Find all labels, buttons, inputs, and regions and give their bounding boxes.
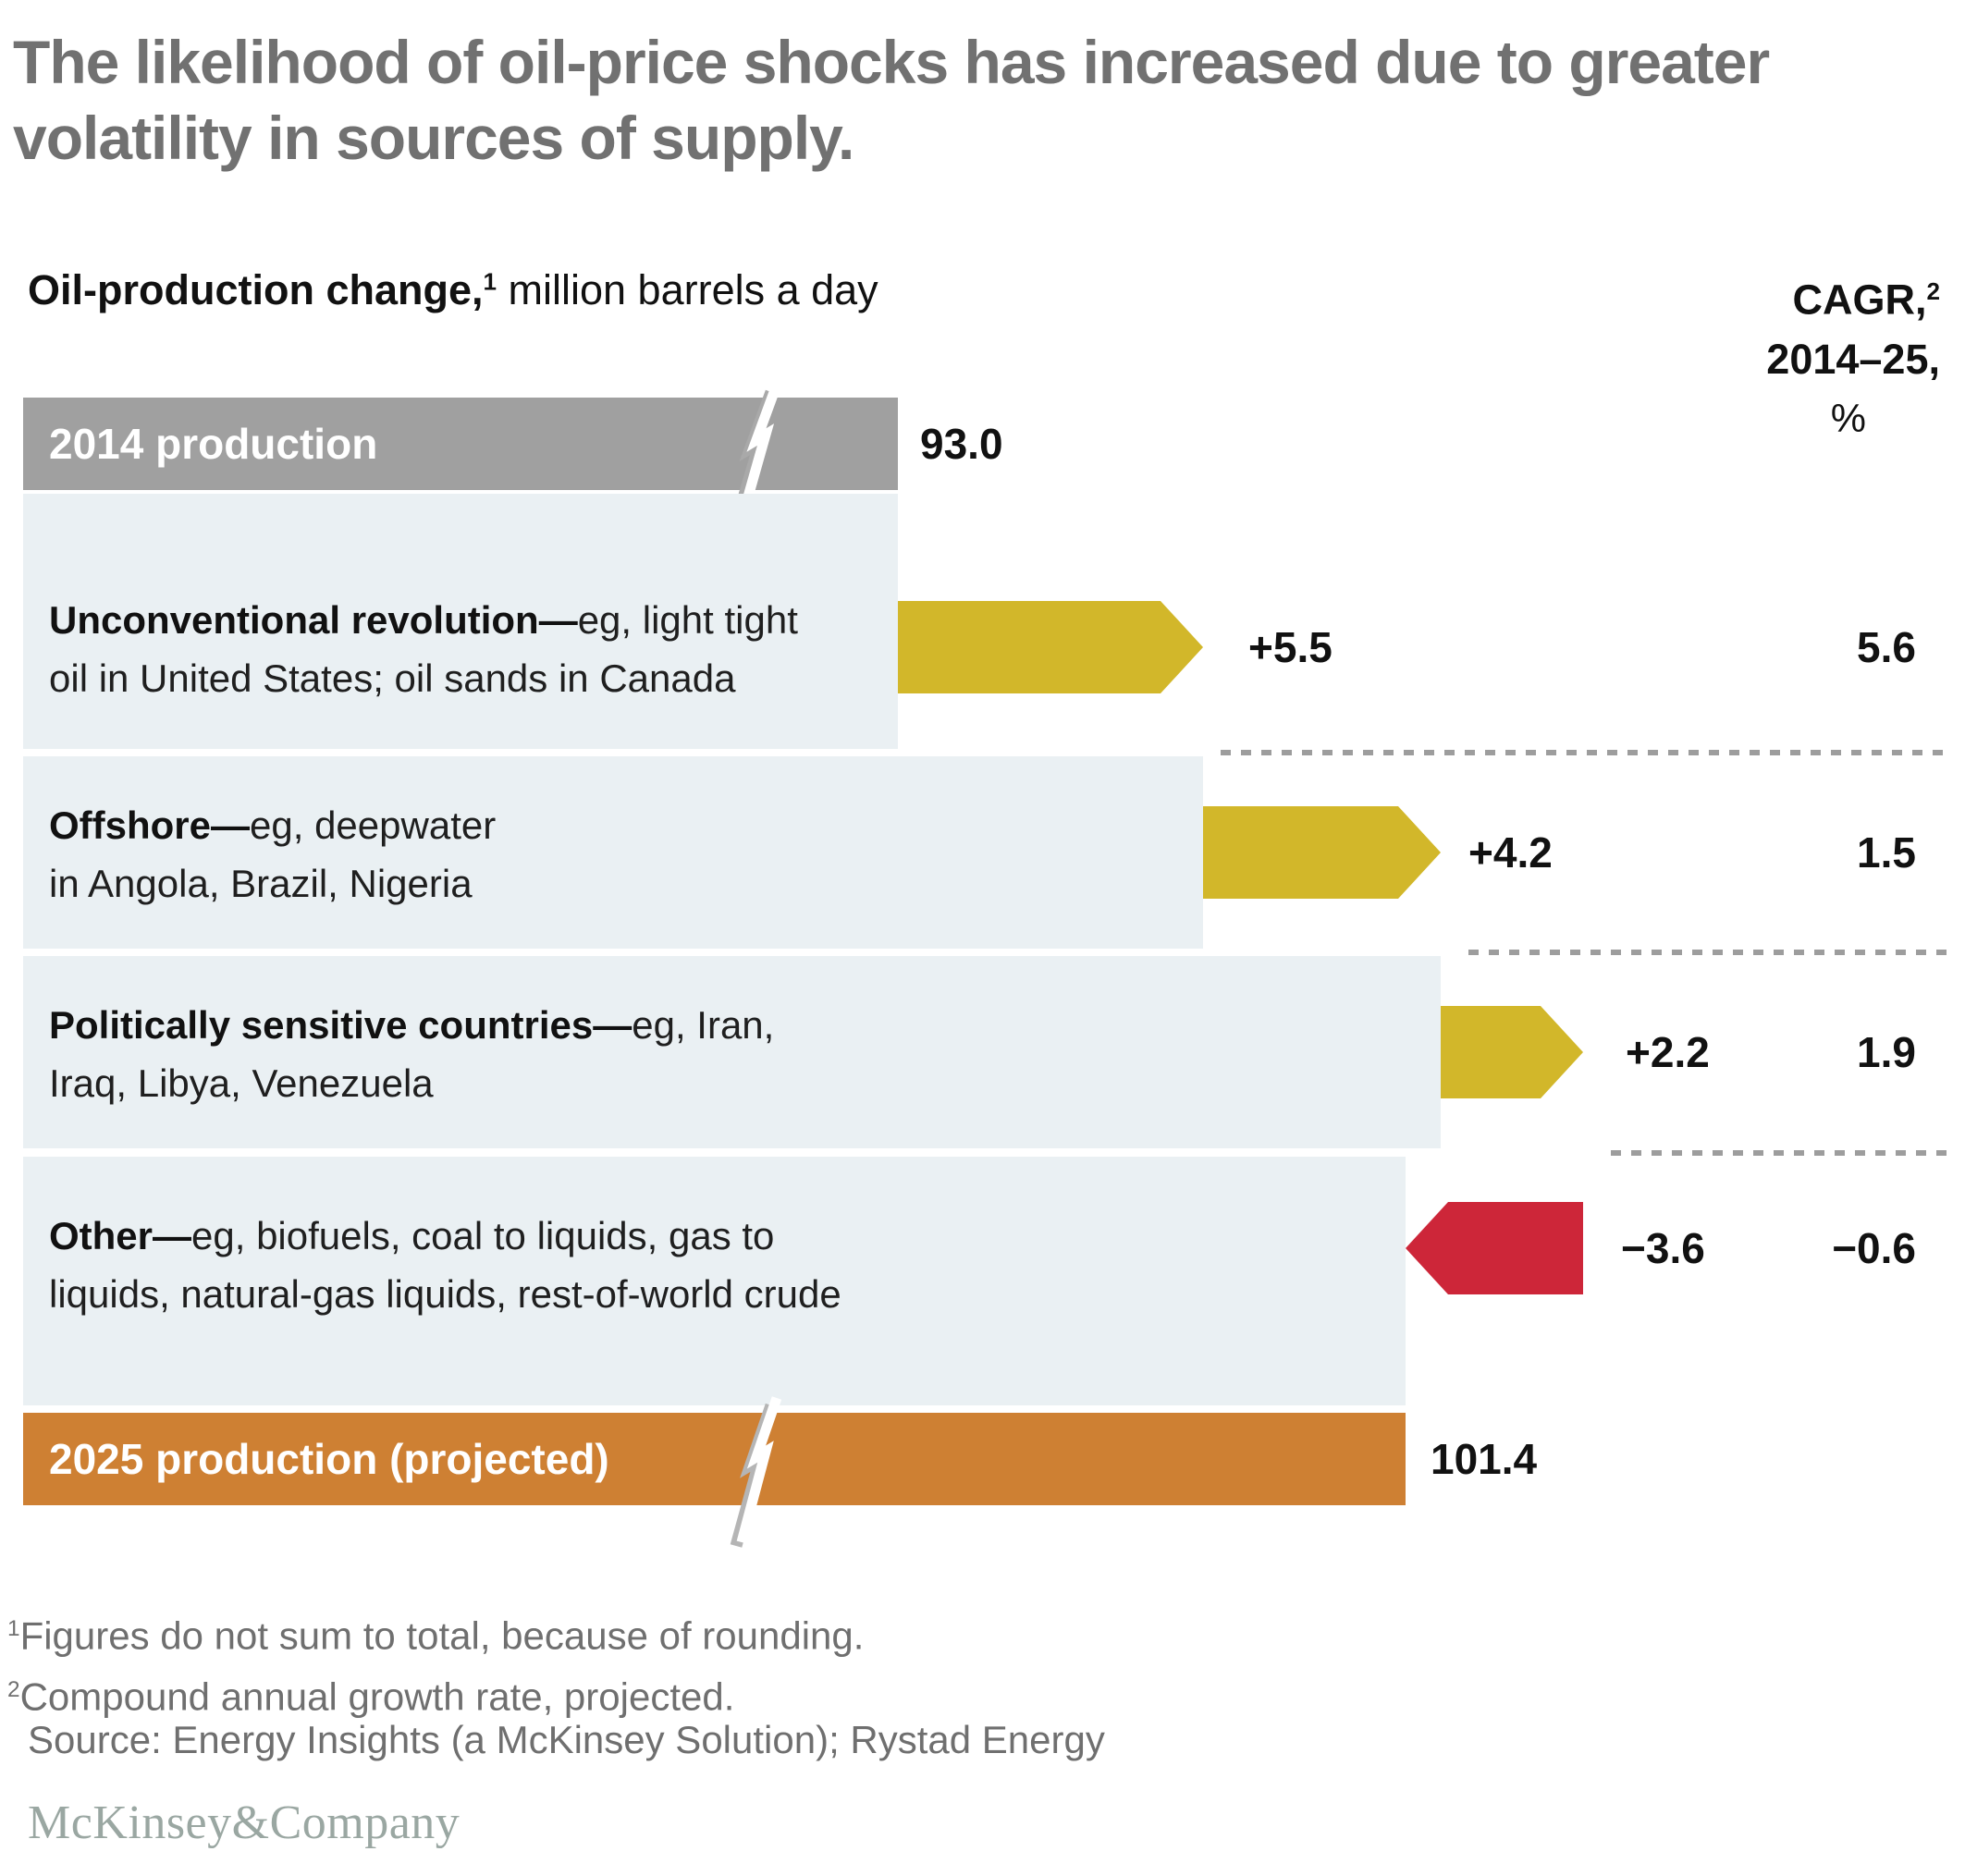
delta-offshore: +4.2 bbox=[1468, 828, 1553, 877]
delta-other: −3.6 bbox=[1621, 1224, 1705, 1272]
cagr-offshore: 1.5 bbox=[1857, 828, 1916, 877]
row-unconventional-label: Unconventional revolution—eg, light tigh… bbox=[49, 598, 798, 700]
separator-dashed-line bbox=[1221, 750, 1951, 755]
row-unconventional-panel bbox=[23, 494, 898, 749]
separator-dashed-line bbox=[1468, 950, 1951, 955]
cagr-header-unit: % bbox=[1830, 396, 1866, 441]
footnotes: 1Figures do not sum to total, because of… bbox=[7, 1602, 864, 1723]
source-line: Source: Energy Insights (a McKinsey Solu… bbox=[28, 1718, 1105, 1761]
row-other-panel bbox=[23, 1157, 1406, 1405]
value-2014-production: 93.0 bbox=[920, 420, 1003, 468]
chart-subtitle-unit: million barrels a day bbox=[497, 266, 878, 313]
increase-arrow-offshore bbox=[1203, 806, 1441, 899]
footnote-1: 1Figures do not sum to total, because of… bbox=[7, 1613, 865, 1658]
row-offshore-label: Offshore—eg, deepwater in Angola, Brazil… bbox=[49, 803, 497, 905]
row-politically-sensitive-panel bbox=[23, 956, 1441, 1148]
cagr-header-line1: CAGR,2 bbox=[1792, 276, 1940, 324]
cagr-politically-sensitive: 1.9 bbox=[1857, 1028, 1916, 1076]
decrease-arrow-other bbox=[1406, 1202, 1583, 1294]
increase-arrow-politically-sensitive bbox=[1441, 1006, 1583, 1098]
bar-2014-label: 2014 production bbox=[49, 420, 378, 468]
cagr-unconventional: 5.6 bbox=[1857, 623, 1916, 671]
delta-unconventional: +5.5 bbox=[1248, 623, 1333, 671]
footnote-ref-2: 2 bbox=[1926, 277, 1940, 305]
footnote-ref-1: 1 bbox=[483, 267, 497, 296]
cagr-other: −0.6 bbox=[1832, 1224, 1916, 1272]
footnote-2: 2Compound annual growth rate, projected. bbox=[7, 1674, 735, 1719]
row-other-label: Other—eg, biofuels, coal to liquids, gas… bbox=[49, 1214, 841, 1316]
bar-2025-label: 2025 production (projected) bbox=[49, 1435, 609, 1483]
chart-subtitle-bold: Oil-production change, bbox=[28, 266, 484, 313]
row-politically-sensitive-label: Politically sensitive countries—eg, Iran… bbox=[49, 1003, 775, 1105]
cagr-column-header: CAGR,2 2014–25, % bbox=[1542, 262, 1940, 448]
cagr-header-line2: 2014–25, bbox=[1766, 335, 1940, 383]
increase-arrow-unconventional bbox=[898, 601, 1203, 693]
chart-subtitle: Oil-production change,1 million barrels … bbox=[28, 266, 878, 314]
separator-dashed-line bbox=[1611, 1150, 1951, 1156]
axis-break-icon bbox=[730, 1396, 782, 1548]
delta-politically-sensitive: +2.2 bbox=[1626, 1028, 1710, 1076]
page-title: The likelihood of oil-price shocks has i… bbox=[13, 28, 1770, 172]
row-offshore-panel bbox=[23, 756, 1203, 949]
bar-2025-production: 2025 production (projected) bbox=[23, 1413, 1406, 1505]
axis-break-icon bbox=[730, 383, 782, 525]
mckinsey-company-logo: McKinsey&Company bbox=[28, 1796, 461, 1849]
value-2025-production: 101.4 bbox=[1431, 1435, 1538, 1483]
